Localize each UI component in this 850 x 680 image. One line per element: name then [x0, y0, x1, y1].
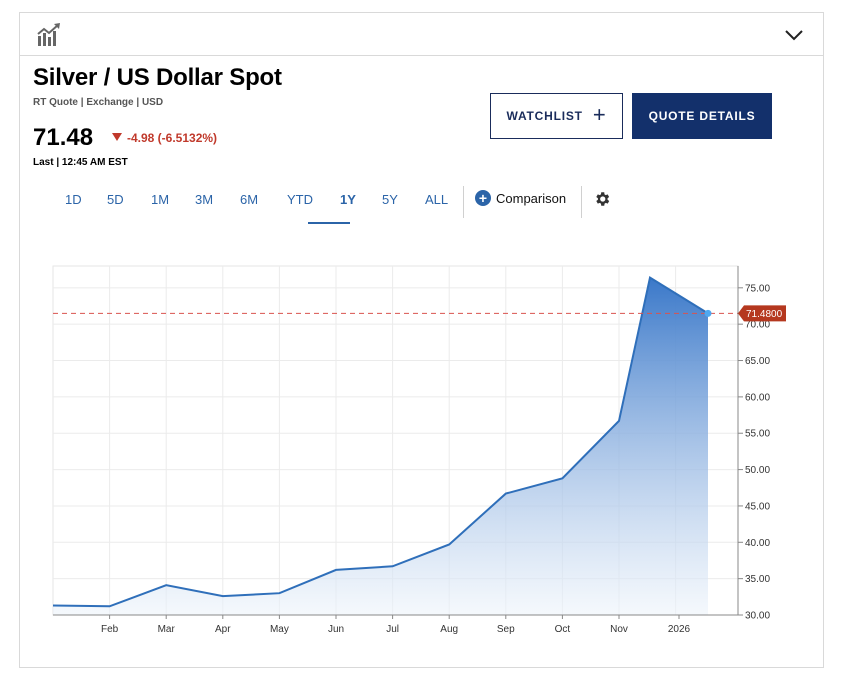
y-tick-label: 55.00 — [745, 429, 770, 440]
last-update-time: Last | 12:45 AM EST — [33, 157, 128, 168]
y-tick-label: 65.00 — [745, 356, 770, 367]
page-title: Silver / US Dollar Spot — [33, 64, 282, 91]
x-axis: Feb Mar Apr May Jun Jul Aug Sep Oct Nov 2026 — [53, 614, 738, 635]
x-tick-label: Apr — [215, 624, 231, 635]
last-value-label: 71.4800 — [738, 305, 786, 322]
watchlist-label: WATCHLIST — [506, 109, 583, 123]
gear-icon[interactable] — [593, 190, 611, 208]
x-tick-label: Oct — [555, 624, 571, 635]
y-tick-label: 40.00 — [745, 538, 770, 549]
price-line — [52, 276, 709, 608]
x-tick-label: Aug — [440, 624, 458, 635]
x-tick-label: Feb — [101, 624, 119, 635]
card-header — [20, 13, 823, 56]
last-price: 71.48 — [33, 124, 94, 151]
quote-source: RT Quote | Exchange | USD — [33, 97, 164, 108]
plus-icon: + — [592, 102, 607, 127]
y-tick-label: 30.00 — [745, 611, 770, 622]
tab-3m[interactable]: 3M — [195, 192, 214, 207]
x-tick-label: Nov — [610, 624, 628, 635]
y-tick-label: 50.00 — [745, 465, 770, 476]
quote-details-label: QUOTE DETAILS — [648, 109, 756, 123]
add-circle-icon: + — [475, 190, 491, 206]
y-tick-label: 70.00 — [745, 320, 770, 331]
y-tick-label: 60.00 — [745, 392, 770, 403]
quote-details-button[interactable]: QUOTE DETAILS — [632, 93, 772, 139]
data-point — [704, 309, 712, 317]
price-area — [53, 277, 708, 615]
x-tick-label: 2026 — [668, 624, 691, 635]
price-change: -4.98 (-6.5132%) — [112, 131, 217, 145]
tab-all[interactable]: ALL — [425, 192, 449, 207]
y-tick-label: 35.00 — [745, 574, 770, 585]
x-tick-label: Jul — [386, 624, 399, 635]
chevron-down-icon[interactable] — [783, 25, 805, 45]
comparison-label: Comparison — [496, 190, 567, 206]
x-tick-label: May — [270, 624, 289, 635]
x-tick-label: Jun — [328, 624, 344, 635]
x-tick-label: Sep — [497, 624, 515, 635]
y-axis: 75.00 70.00 65.00 60.00 55.00 50.00 45.00 40.00… — [737, 266, 770, 622]
comparison-button[interactable]: + Comparison — [475, 190, 566, 206]
price-chart[interactable]: 75.00 70.00 65.00 60.00 55.00 50.00 45.00 40.00… — [33, 247, 793, 637]
y-tick-label: 75.00 — [745, 283, 770, 294]
tab-5d[interactable]: 5D — [107, 192, 124, 207]
tab-ytd[interactable]: YTD — [287, 192, 313, 207]
down-arrow-icon — [112, 133, 122, 141]
tab-6m[interactable]: 6M — [240, 192, 259, 207]
last-value-text: 71.4800 — [746, 309, 783, 320]
tab-1m[interactable]: 1M — [151, 192, 170, 207]
active-tab-indicator — [308, 222, 350, 224]
price-change-value: -4.98 (-6.5132%) — [127, 131, 218, 145]
tab-5y[interactable]: 5Y — [382, 192, 398, 207]
line-chart-icon — [37, 23, 60, 46]
watchlist-button[interactable]: WATCHLIST + — [490, 93, 623, 139]
y-tick-label: 45.00 — [745, 501, 770, 512]
tab-divider — [463, 186, 464, 218]
tab-1d[interactable]: 1D — [65, 192, 82, 207]
tab-divider — [581, 186, 582, 218]
x-tick-label: Mar — [158, 624, 176, 635]
tab-1y[interactable]: 1Y — [340, 192, 356, 207]
